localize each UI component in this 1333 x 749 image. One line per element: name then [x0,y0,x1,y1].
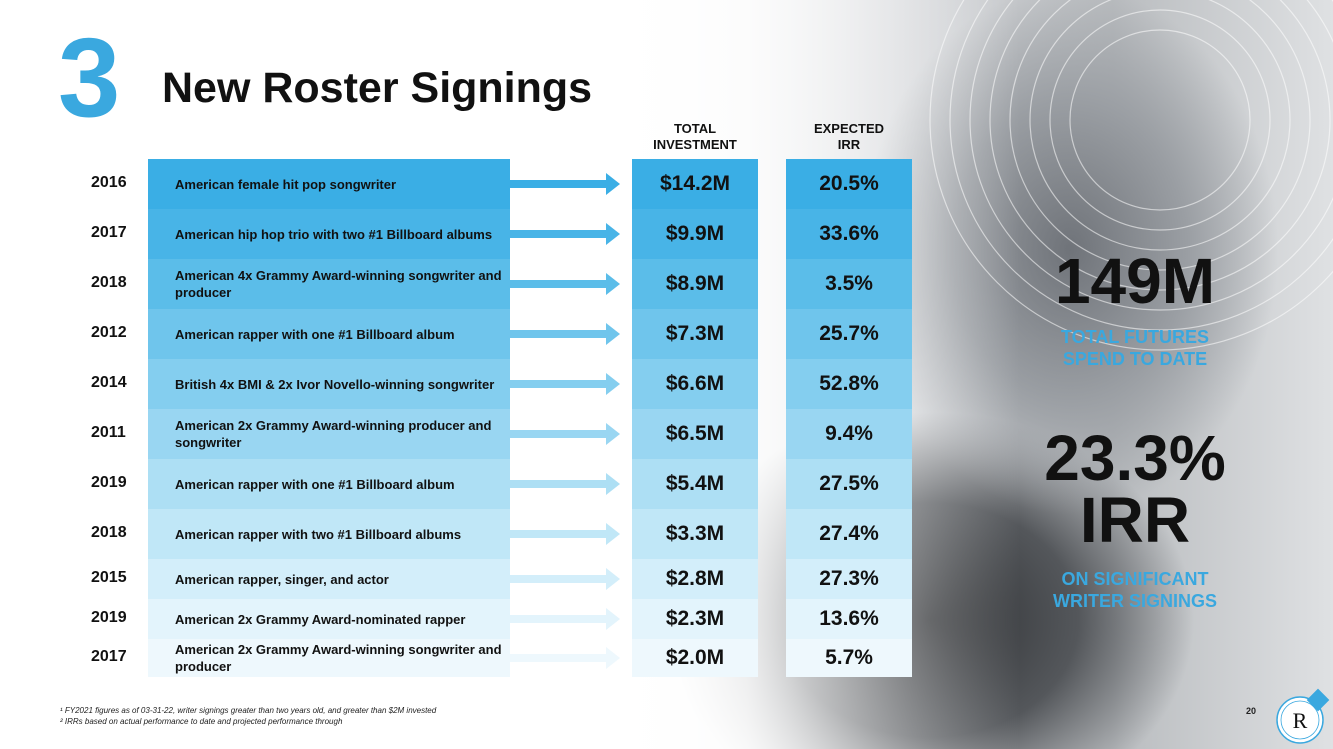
row-description: American 2x Grammy Award-winning produce… [148,409,510,459]
label-line: ON SIGNIFICANT [1061,569,1209,589]
right-arrow-icon [510,273,620,295]
right-arrow-icon [510,647,620,669]
irr-cell: 20.5% [786,159,912,209]
right-arrow-icon [510,523,620,545]
row-year: 2011 [91,424,126,441]
row-year: 2016 [91,174,127,191]
label-line: TOTAL FUTURES [1061,327,1209,347]
right-arrow-icon [510,568,620,590]
svg-text:R: R [1293,708,1308,733]
irr-cell: 5.7% [786,639,912,677]
row-description: American hip hop trio with two #1 Billbo… [148,209,510,259]
row-description: American rapper, singer, and actor [148,559,510,599]
row-year: 2019 [91,609,127,626]
header-line: INVESTMENT [653,137,737,152]
irr-cell: 33.6% [786,209,912,259]
right-arrow-icon [510,373,620,395]
row-description: American rapper with one #1 Billboard al… [148,459,510,509]
irr-cell: 27.5% [786,459,912,509]
row-description: American 2x Grammy Award-nominated rappe… [148,599,510,639]
row-year: 2015 [91,569,127,586]
right-arrow-icon [510,473,620,495]
investment-column-header: TOTAL INVESTMENT [632,121,758,153]
row-description: American rapper with one #1 Billboard al… [148,309,510,359]
irr-value: 23.3% [1044,422,1226,494]
row-description: American 2x Grammy Award-winning songwri… [148,639,510,677]
irr-cell: 3.5% [786,259,912,309]
row-year: 2019 [91,474,127,491]
irr-cell: 27.3% [786,559,912,599]
investment-cell: $6.6M [632,359,758,409]
row-year: 2017 [91,224,127,241]
row-description: American rapper with two #1 Billboard al… [148,509,510,559]
row-year: 2018 [91,524,127,541]
right-arrow-icon [510,423,620,445]
investment-cell: $9.9M [632,209,758,259]
row-description: American 4x Grammy Award-winning songwri… [148,259,510,309]
irr-cell: 25.7% [786,309,912,359]
right-arrow-icon [510,323,620,345]
investment-cell: $7.3M [632,309,758,359]
irr-cell: 9.4% [786,409,912,459]
total-spend-value: 149M [1054,245,1216,317]
investment-cell: $3.3M [632,509,758,559]
footnote-2: ² IRRs based on actual performance to da… [60,717,343,726]
investment-cell: $6.5M [632,409,758,459]
footnote-1: ¹ FY2021 figures as of 03-31-22, writer … [60,706,437,715]
label-line: SPEND TO DATE [1062,349,1208,369]
row-year: 2012 [91,324,127,341]
irr-cell: 52.8% [786,359,912,409]
section-number: 3 [58,15,120,140]
r-logo-icon: R [1276,688,1330,744]
row-year: 2017 [91,648,127,665]
total-spend-label: TOTAL FUTURES SPEND TO DATE [1030,326,1240,370]
header-line: IRR [837,137,861,152]
investment-cell: $5.4M [632,459,758,509]
investment-cell: $14.2M [632,159,758,209]
header-line: TOTAL [673,121,717,136]
irr-cell: 27.4% [786,509,912,559]
investment-cell: $2.8M [632,559,758,599]
investment-cell: $2.0M [632,639,758,677]
right-arrow-icon [510,608,620,630]
label-line: WRITER SIGNINGS [1052,591,1217,611]
page-number: 20 [1246,706,1257,716]
investment-cell: $2.3M [632,599,758,639]
right-arrow-icon [510,223,620,245]
row-description: American female hit pop songwriter [148,159,510,209]
investment-cell: $8.9M [632,259,758,309]
irr-word: IRR [1079,484,1191,556]
row-year: 2018 [91,274,127,291]
row-description: British 4x BMI & 2x Ivor Novello-winning… [148,359,510,409]
page-title: New Roster Signings [162,64,593,112]
irr-label: ON SIGNIFICANT WRITER SIGNINGS [1020,568,1250,612]
header-line: EXPECTED [813,121,885,136]
right-arrow-icon [510,173,620,195]
irr-column-header: EXPECTED IRR [786,121,912,153]
concentric-rings-decoration [929,0,1333,351]
irr-cell: 13.6% [786,599,912,639]
row-year: 2014 [91,374,127,391]
